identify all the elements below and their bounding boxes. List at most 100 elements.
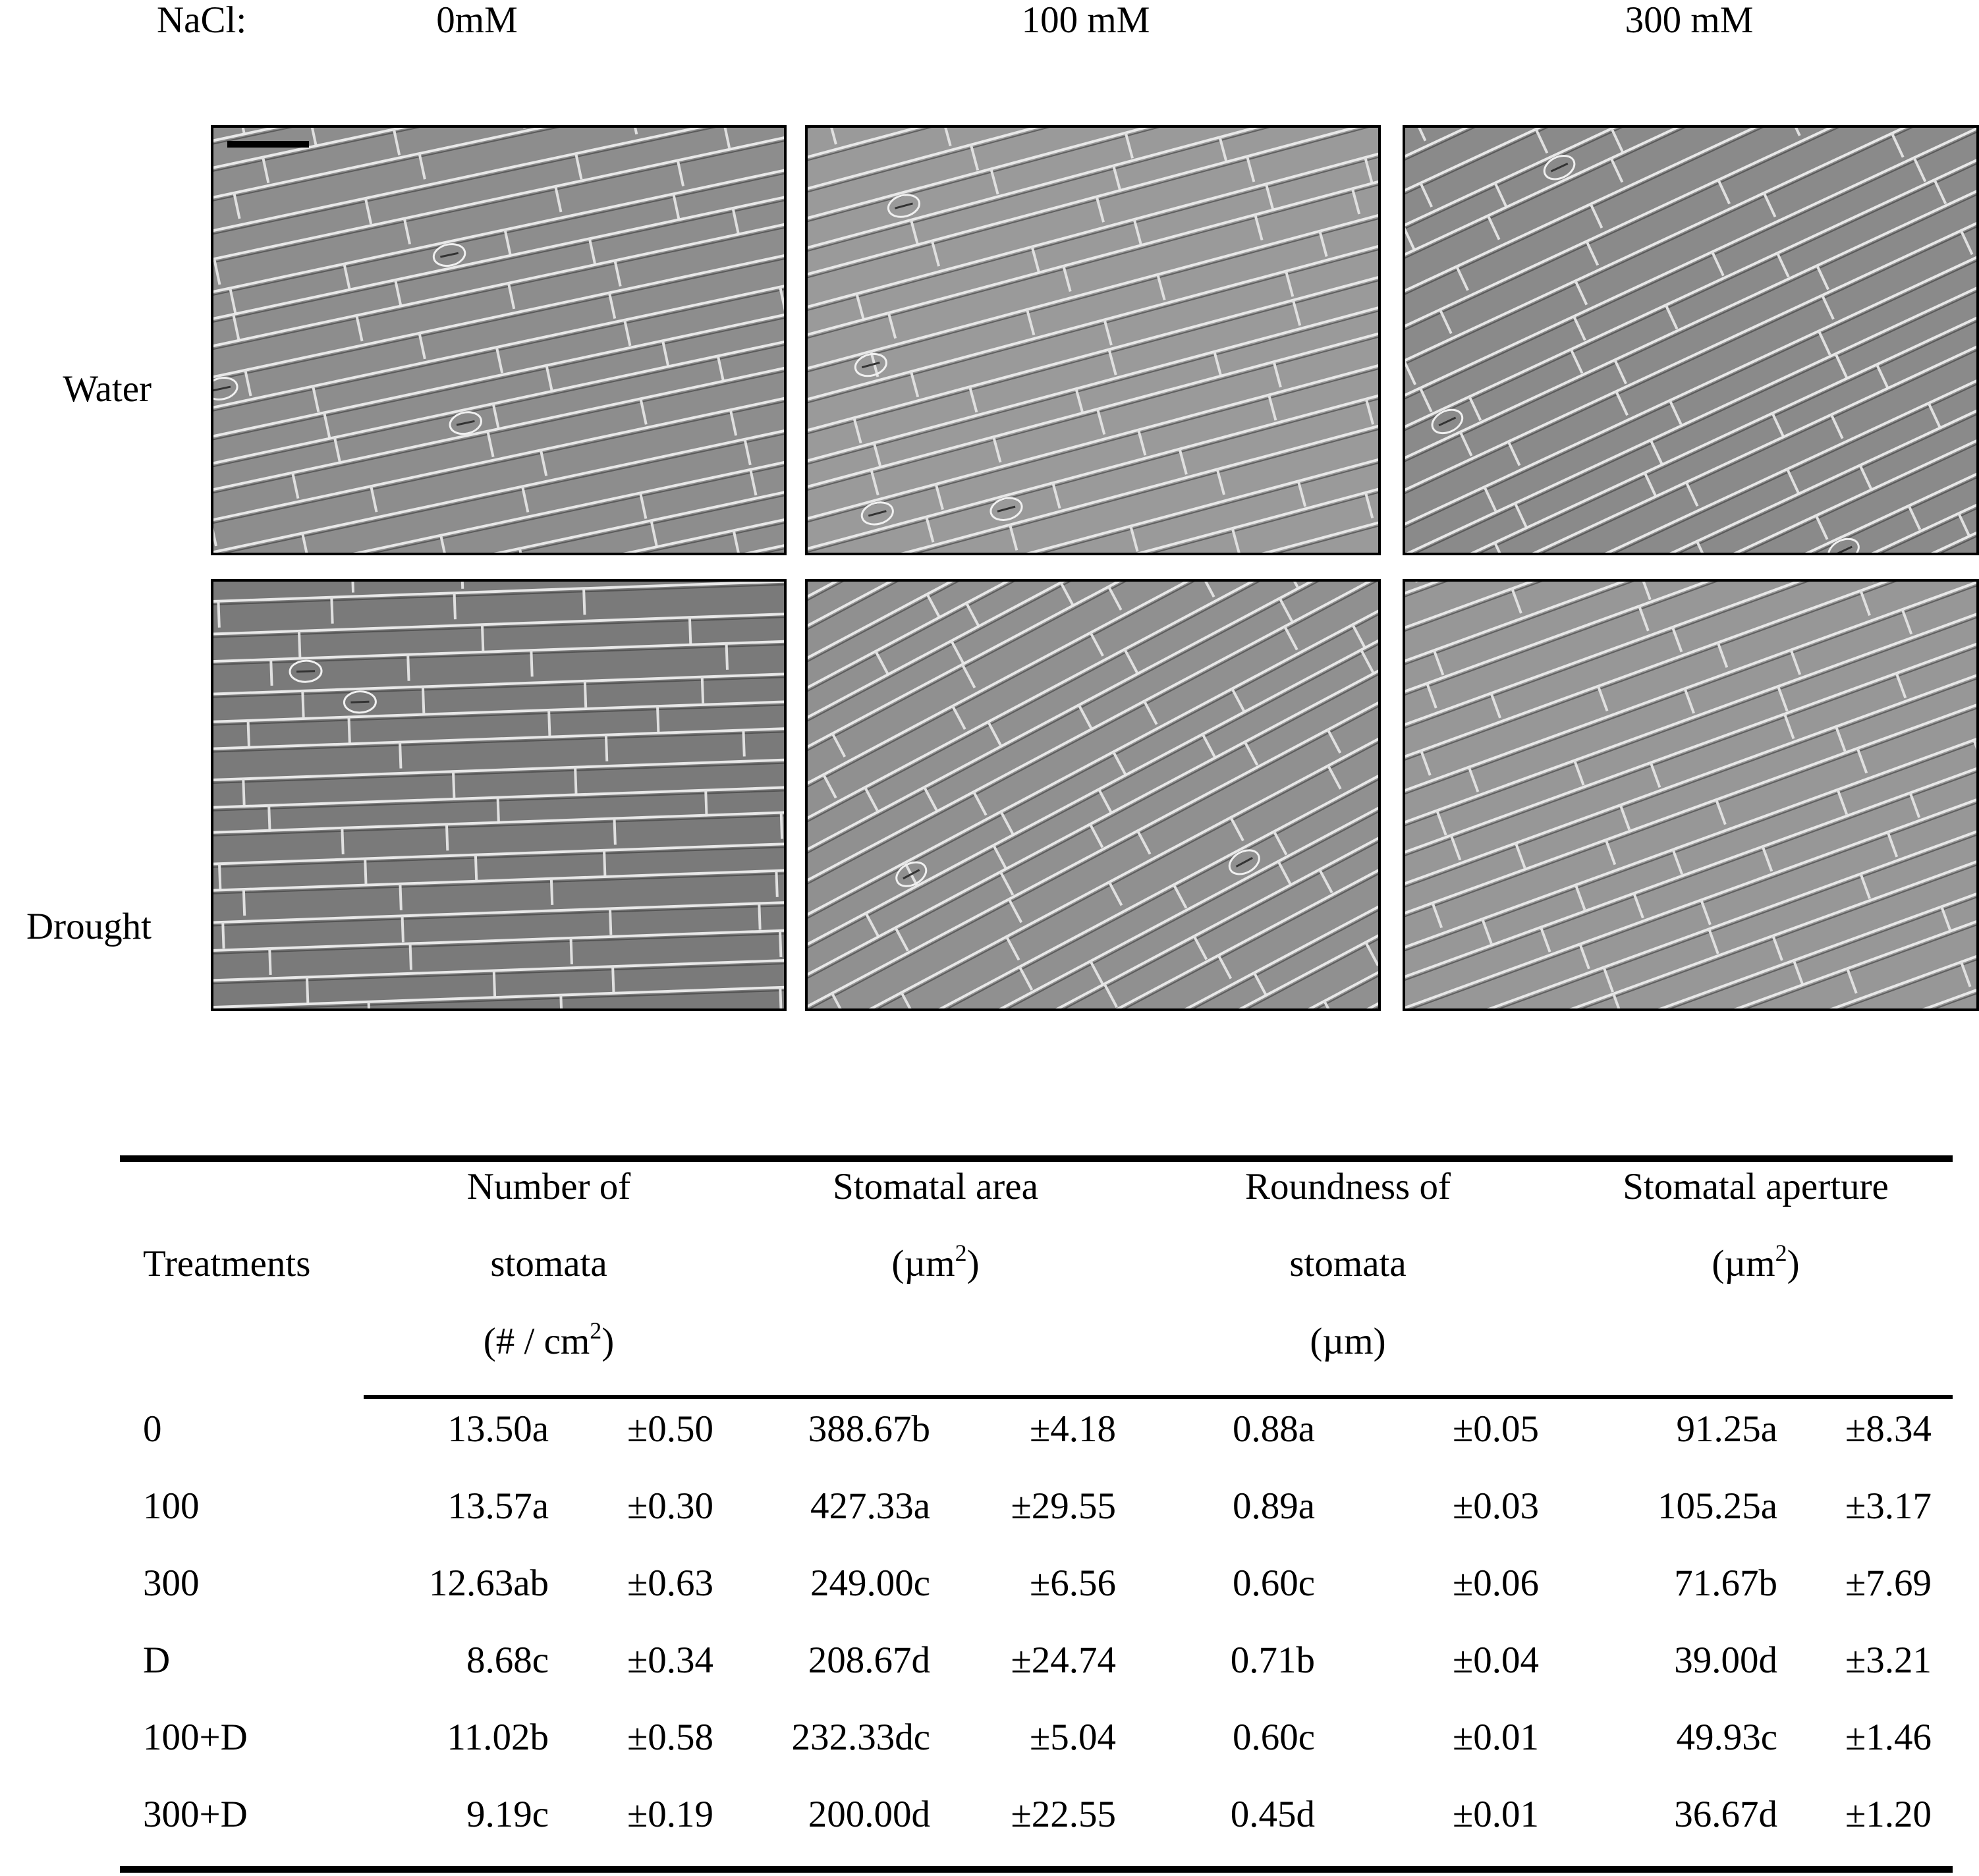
cell-end bbox=[992, 436, 1002, 463]
cell-end bbox=[1483, 486, 1497, 512]
cell-end bbox=[870, 469, 879, 496]
cell-end bbox=[844, 1286, 845, 1312]
cell-end bbox=[408, 943, 412, 970]
unit-close: ) bbox=[967, 1243, 980, 1284]
stoma bbox=[343, 690, 377, 714]
cell-end bbox=[518, 126, 526, 129]
cell-shadow bbox=[325, 0, 1642, 109]
cell-wall bbox=[212, 231, 785, 517]
cell-end bbox=[1295, 26, 1301, 52]
stoma bbox=[1335, 1115, 1373, 1149]
stoma bbox=[1493, 7, 1530, 40]
cell-shadow bbox=[212, 234, 785, 520]
cell-end bbox=[1059, 582, 1074, 607]
cell-end bbox=[1277, 860, 1292, 885]
cell-end bbox=[1385, 579, 1392, 605]
cell-end bbox=[408, 99, 413, 125]
data-cell: ±6.56 bbox=[1030, 1562, 1116, 1604]
cell-end bbox=[511, 1132, 524, 1155]
cell-wall bbox=[1404, 126, 1978, 509]
cell-shadow bbox=[212, 126, 785, 323]
cell-end bbox=[1231, 688, 1246, 713]
micrograph bbox=[511, 580, 1530, 1242]
treatment-cell: 100 bbox=[143, 1485, 200, 1527]
cell-wall bbox=[212, 256, 785, 543]
cell-shadow bbox=[806, 126, 1380, 363]
cell-end bbox=[1960, 1180, 1969, 1205]
cell-end bbox=[1843, 1039, 1852, 1064]
cell-shadow bbox=[212, 663, 785, 712]
cell-end bbox=[262, 157, 270, 184]
cell-end bbox=[1610, 128, 1625, 153]
cell-end bbox=[576, 1206, 577, 1232]
cell-end bbox=[622, 54, 627, 80]
cell-wall bbox=[212, 580, 785, 617]
cell-end bbox=[1517, 1066, 1530, 1089]
cell-end bbox=[1154, 1194, 1163, 1219]
cell-end bbox=[156, 485, 157, 511]
cell-shadow bbox=[212, 748, 785, 798]
cell-end bbox=[1573, 316, 1586, 341]
cell-end bbox=[1573, 759, 1585, 786]
cell-wall bbox=[1404, 126, 1978, 554]
cell-end bbox=[1323, 1000, 1338, 1010]
cell-end bbox=[367, 1001, 371, 1010]
cell-end bbox=[801, 1041, 802, 1067]
cell-end bbox=[1432, 649, 1445, 676]
data-cell: 13.57a bbox=[447, 1485, 549, 1527]
data-cell: 249.00c bbox=[810, 1562, 930, 1604]
cell-end bbox=[961, 663, 976, 689]
cell-end bbox=[1443, 0, 1454, 1]
cell-end bbox=[1142, 1200, 1154, 1223]
cell-end bbox=[1524, 3, 1535, 27]
cell-shadow bbox=[1404, 580, 1978, 822]
cell-end bbox=[47, 1314, 48, 1340]
cell-end bbox=[1463, 1030, 1476, 1053]
cell-wall bbox=[212, 945, 785, 995]
stoma-pore bbox=[1550, 162, 1569, 173]
cell-end bbox=[1334, 63, 1345, 87]
cell-end bbox=[1725, 1206, 1734, 1231]
cell-end bbox=[1321, 1070, 1330, 1095]
cell-end bbox=[1469, 1270, 1478, 1295]
cell-end bbox=[190, 412, 196, 438]
cell-wall bbox=[1404, 656, 1978, 1010]
cell-end bbox=[55, 875, 60, 901]
cell-end bbox=[1231, 1014, 1243, 1037]
cell-end bbox=[56, 846, 61, 871]
cell-end bbox=[1276, 1057, 1287, 1081]
cell-wall bbox=[1404, 580, 1978, 934]
cell-end bbox=[1314, 1074, 1325, 1097]
cell-end bbox=[107, 516, 108, 543]
cell-end bbox=[0, 482, 3, 508]
header-unit: (µm2) bbox=[1712, 1240, 1799, 1284]
cell-end bbox=[1834, 353, 1849, 379]
cell-shadow bbox=[1404, 169, 1978, 554]
cell-end bbox=[585, 1048, 586, 1074]
cell-wall bbox=[806, 580, 1380, 989]
unit-superscript: 2 bbox=[1775, 1240, 1787, 1266]
cell-shadow bbox=[1404, 126, 1978, 554]
cell-end bbox=[1907, 505, 1922, 530]
cell-end bbox=[790, 1052, 802, 1075]
cell-wall bbox=[1404, 126, 1978, 480]
cell-end bbox=[1206, 1333, 1215, 1358]
cell-end bbox=[1878, 1244, 1887, 1269]
cell-wall bbox=[212, 659, 785, 709]
cell-shadow bbox=[806, 348, 1380, 554]
cell-end bbox=[1254, 214, 1264, 241]
cell-end bbox=[792, 1219, 804, 1242]
cell-end bbox=[1756, 61, 1768, 85]
cell-end bbox=[1914, 1108, 1923, 1133]
cell-end bbox=[39, 178, 44, 204]
cell-end bbox=[1762, 192, 1777, 218]
cell-end bbox=[1175, 1213, 1185, 1238]
data-cell: 11.02b bbox=[447, 1717, 549, 1758]
cell-end bbox=[1609, 157, 1624, 183]
cell-end bbox=[1459, 431, 1473, 456]
cell-end bbox=[538, 49, 544, 74]
cell-end bbox=[1018, 966, 1034, 991]
cell-shadow bbox=[212, 178, 785, 463]
data-cell: 0.89a bbox=[1233, 1485, 1315, 1527]
cell-wall bbox=[806, 146, 1380, 502]
